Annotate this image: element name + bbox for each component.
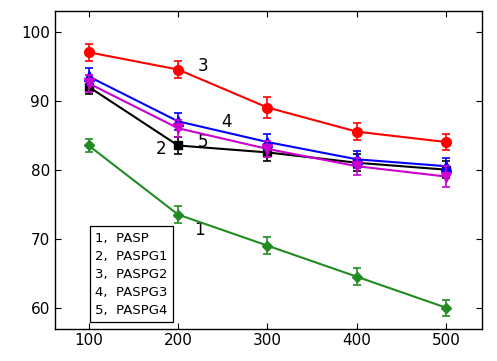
Text: 1: 1 [194,221,205,239]
Text: 1,  PASP
2,  PASPG1
3,  PASPG2
4,  PASPG3
5,  PASPG4: 1, PASP 2, PASPG1 3, PASPG2 4, PASPG3 5,… [95,232,168,317]
Text: 4: 4 [221,113,232,131]
Text: 5: 5 [198,133,208,151]
Text: 3: 3 [198,57,208,75]
Text: 2: 2 [156,140,166,158]
